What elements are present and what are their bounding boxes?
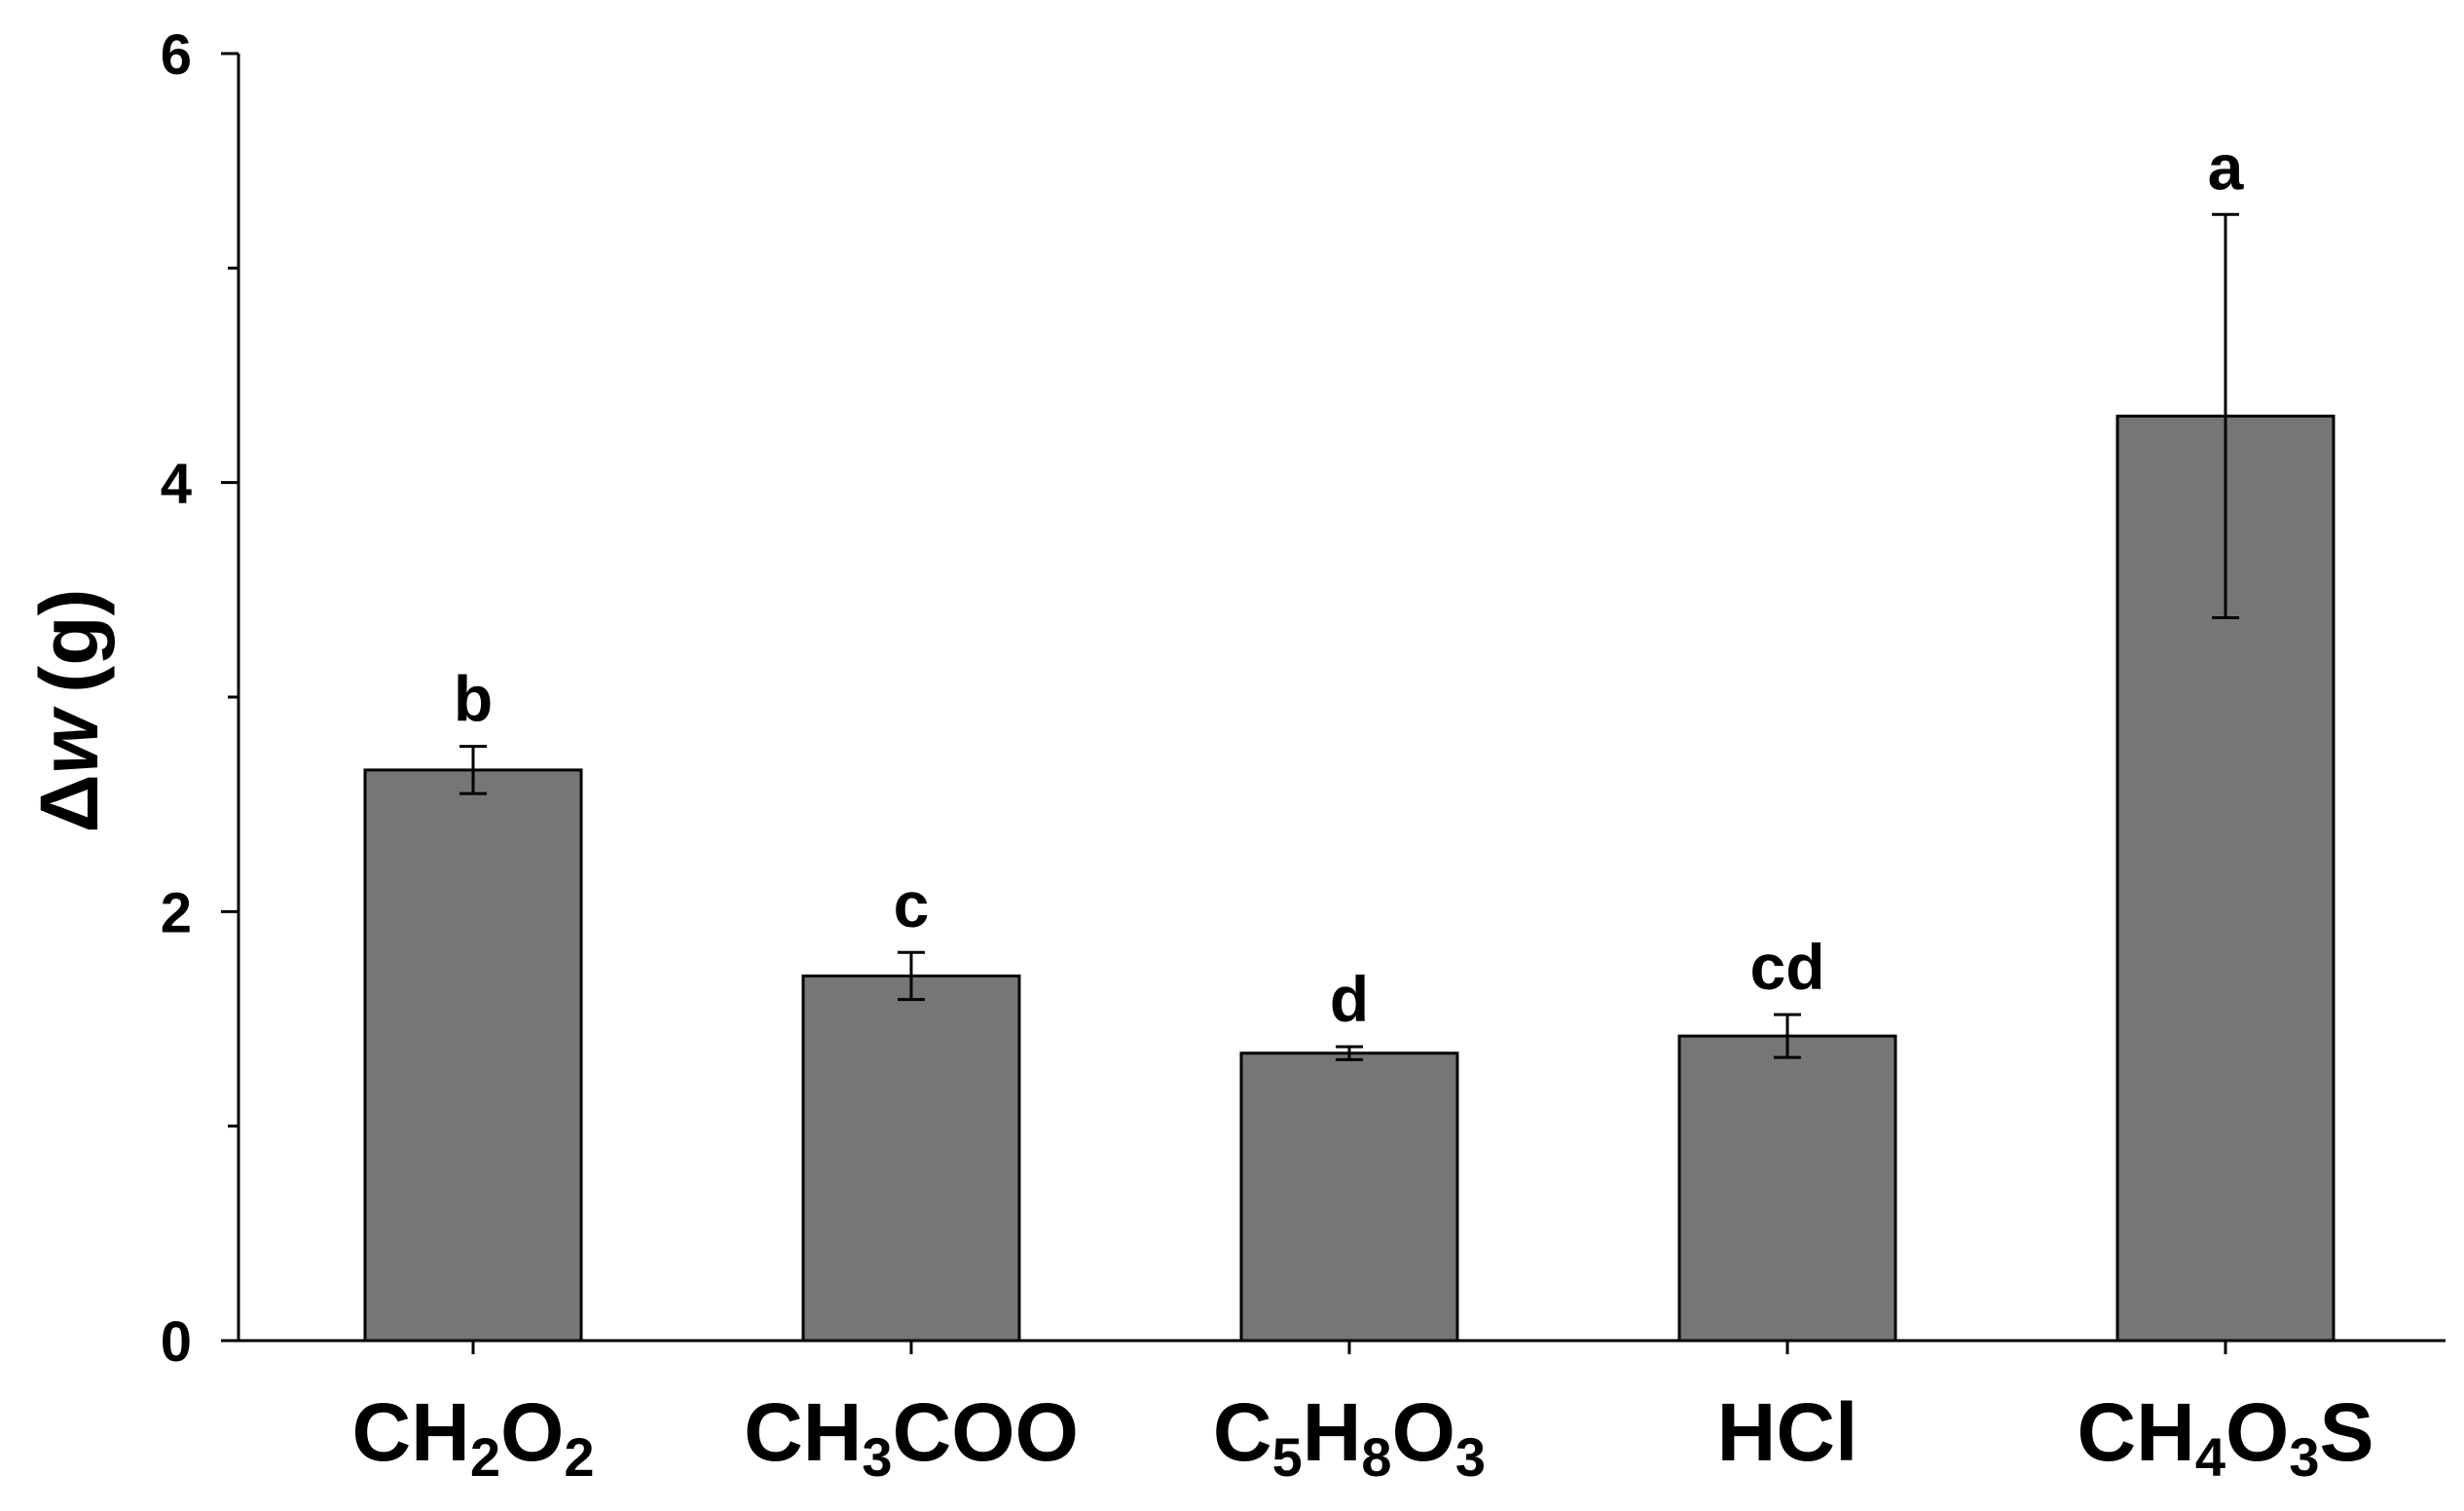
category-label-text: S [2319, 1386, 2373, 1478]
category-label-text: HCl [1717, 1386, 1858, 1478]
y-axis-title: Δw (g) [23, 589, 115, 833]
category-label-text: C [1213, 1386, 1272, 1478]
bar [363, 768, 583, 1343]
significance-label: b [454, 663, 493, 735]
y-axis-variable: w [23, 706, 115, 774]
y-axis-unit: (g) [23, 589, 115, 693]
category-label-subscript: 3 [862, 1426, 892, 1488]
category-label-subscript: 2 [470, 1426, 500, 1488]
y-tick-label: 2 [161, 881, 192, 944]
significance-label: a [2208, 130, 2245, 203]
y-axis-symbol: Δ [23, 774, 115, 832]
y-tick-label: 4 [161, 453, 192, 516]
category-label-subscript: 4 [2195, 1426, 2225, 1488]
category-label: C5H8O3 [1213, 1386, 1486, 1488]
bar [1677, 1034, 1897, 1343]
category-label: CH3COO [744, 1386, 1079, 1488]
bars [363, 414, 2335, 1343]
category-label-subscript: 3 [2289, 1426, 2319, 1488]
y-tick-label: 6 [161, 23, 192, 87]
error-bars [460, 212, 2239, 1061]
significance-label: cd [1749, 931, 1824, 1003]
category-label-text: O [2225, 1386, 2289, 1478]
category-label-text: O [1392, 1386, 1455, 1478]
bar [1239, 1051, 1459, 1343]
bar [801, 974, 1021, 1343]
category-label-text: CH [352, 1386, 470, 1478]
category-label: CH4O3S [2077, 1386, 2373, 1488]
category-label-text: CH [744, 1386, 862, 1478]
category-label-text: COO [893, 1386, 1079, 1478]
axes: 0 2 4 6 [161, 23, 2446, 1374]
category-label-subscript: 5 [1272, 1426, 1303, 1488]
svg-text:Δw(g): Δw (g) [23, 589, 115, 833]
category-label-subscript: 3 [1455, 1426, 1486, 1488]
category-label-text: H [1303, 1386, 1362, 1478]
significance-label: c [894, 868, 930, 940]
significance-label: d [1330, 963, 1369, 1035]
category-label-text: O [500, 1386, 564, 1478]
y-tick-label: 0 [161, 1310, 192, 1374]
category-label-text: CH [2077, 1386, 2194, 1478]
category-label: HCl [1717, 1386, 1858, 1478]
category-label-subscript: 2 [564, 1426, 594, 1488]
category-label-subscript: 8 [1361, 1426, 1391, 1488]
category-label: CH2O2 [352, 1386, 595, 1488]
